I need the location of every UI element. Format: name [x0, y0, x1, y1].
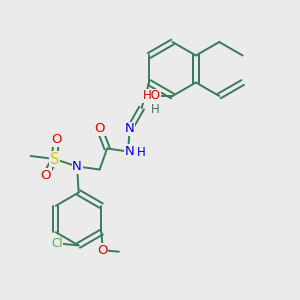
Text: N: N	[125, 145, 134, 158]
Text: H: H	[137, 146, 146, 160]
Text: O: O	[94, 122, 105, 136]
Text: O: O	[51, 133, 62, 146]
Text: N: N	[72, 160, 82, 173]
Text: Cl: Cl	[51, 237, 63, 250]
Text: O: O	[40, 169, 51, 182]
Text: S: S	[50, 152, 59, 166]
Text: N: N	[125, 122, 134, 136]
Text: H: H	[151, 103, 160, 116]
Text: HO: HO	[142, 89, 160, 103]
Text: O: O	[97, 244, 108, 257]
